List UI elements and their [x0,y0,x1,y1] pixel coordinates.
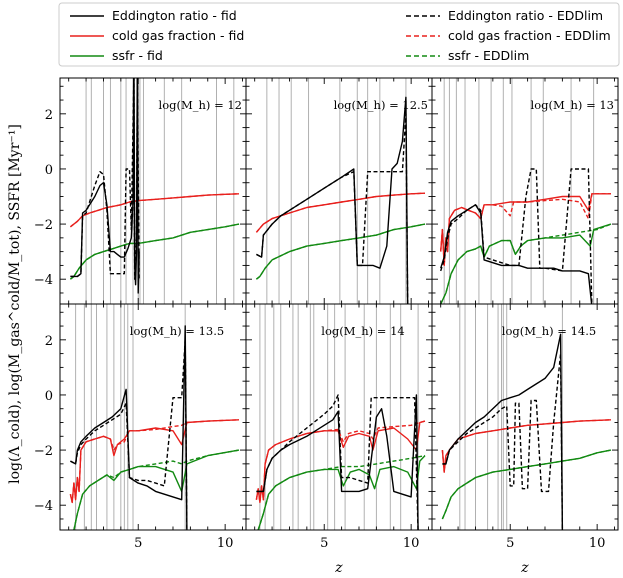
panel-mass-label: log(M_h) = 14 [321,324,404,338]
panel-plot-area [255,78,426,304]
legend-entry-ssfr-fid: ssfr - fid [70,48,163,63]
panel-mass-label: log(M_h) = 13.5 [130,324,224,338]
panel-1: −4 −2 0 2 log(M_h) = 12 [34,77,247,305]
series-gas-fid [441,419,612,473]
series-ssfr-fid [255,223,426,280]
legend-label: cold gas fraction - EDDlim [448,28,611,43]
panel-mass-label: log(M_h) = 12 [159,98,242,112]
panel-2: log(M_h) = 12.5 [245,77,433,305]
series-edd-lim [70,78,140,280]
panel-frame [431,303,619,531]
series-edd-fid [256,394,419,530]
panel-3: log(M_h) = 13 [431,77,619,305]
panel-mass-label: log(M_h) = 12.5 [334,98,428,112]
panel-plot-area [69,78,240,304]
legend-entry-cold-gas-lim: cold gas fraction - EDDlim [406,28,611,43]
legend-entry-eddington-fid: Eddington ratio - fid [70,8,237,23]
x-tick-label: 10 [403,536,420,551]
series-edd-lim [440,168,593,304]
series-edd-lim [70,339,188,530]
panel-mass-label: log(M_h) = 14.5 [502,324,596,338]
panels-grid: −4 −2 0 2 log(M_h) = 12 log(M_h) = 12.5 log(M_… [34,77,619,551]
series-gas-lim [255,192,426,233]
series-gas-fid [69,193,240,228]
panel-4: 5 10 −4 −2 0 2 log(M_h) = 13.5 [34,303,247,551]
y-axis-label: log(Λ_cold), log(M_gas^cold/M_tot), SSFR… [7,124,23,484]
series-ssfr-lim [255,223,426,280]
y-tick-label: 2 [45,334,53,349]
panel-5: 5 10 log(M_h) = 14 [245,303,433,551]
series-ssfr-lim [440,223,612,304]
series-edd-lim [442,352,564,530]
series-ssfr-fid [440,223,612,304]
series-ssfr-lim [73,449,240,530]
y-tick-label: −2 [34,218,53,233]
series-ssfr-fid [441,449,612,520]
series-ssfr-fid [257,455,426,530]
series-gas-fid [69,419,240,504]
series-edd-fid [442,333,564,530]
legend-entry-eddington-lim: Eddington ratio - EDDlim [406,8,603,23]
series-ssfr-lim [441,449,612,520]
series-gas-fid [255,420,426,504]
x-tick-label: 10 [589,536,606,551]
series-gas-fid [255,192,426,233]
x-tick-label: 5 [506,536,514,551]
legend: Eddington ratio - fid cold gas fraction … [58,2,620,67]
legend-entry-cold-gas-fid: cold gas fraction - fid [70,28,244,43]
x-tick-label: 5 [320,536,328,551]
x-axis-label-bottom-right: z [520,560,529,576]
x-tick-label: 5 [134,536,142,551]
y-tick-label: −4 [34,273,53,288]
series-edd-fid [256,96,409,304]
legend-entry-ssfr-lim: ssfr - EDDlim [406,48,529,63]
x-tick-label: 10 [217,536,234,551]
legend-label: ssfr - fid [112,48,163,63]
legend-label: ssfr - EDDlim [448,48,529,63]
series-gas-fid [440,193,611,267]
x-axis-label-bottom-center: z [334,560,343,576]
panel-plot-area [255,304,426,530]
panel-mass-label: log(M_h) = 13 [531,98,614,112]
panel-6: 5 10 log(M_h) = 14.5 [431,303,619,551]
y-tick-label: 0 [45,389,53,404]
series-gas-lim [441,419,612,473]
legend-frame [58,2,620,67]
y-tick-label: 0 [45,163,53,178]
series-edd-fid [440,204,593,304]
series-ssfr-lim [69,223,240,280]
series-edd-fid [70,325,188,530]
series-ssfr-fid [73,449,240,530]
panel-plot-area [441,304,612,530]
series-ssfr-fid [69,223,240,280]
legend-label: cold gas fraction - fid [112,28,244,43]
series-edd-fid [70,78,140,294]
panel-plot-area [69,304,240,530]
y-tick-label: 2 [45,108,53,123]
legend-label: Eddington ratio - EDDlim [448,8,603,23]
y-tick-label: −2 [34,444,53,459]
y-tick-label: −4 [34,499,53,514]
panel-plot-area [440,78,612,304]
legend-label: Eddington ratio - fid [112,8,237,23]
